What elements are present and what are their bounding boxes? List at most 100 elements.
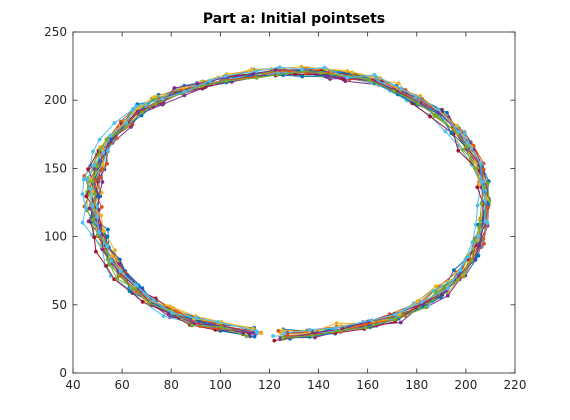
data-point: [319, 70, 324, 75]
data-point: [419, 300, 424, 304]
data-point: [462, 131, 467, 136]
data-point: [325, 75, 330, 79]
data-point: [446, 286, 450, 291]
data-point: [393, 312, 398, 317]
data-point: [281, 335, 285, 340]
data-point: [477, 225, 481, 230]
data-point: [254, 76, 259, 80]
data-point: [97, 137, 102, 142]
x-tick-label: 140: [307, 378, 330, 392]
data-point: [93, 191, 97, 196]
data-point: [469, 258, 474, 263]
data-point: [473, 166, 477, 171]
data-point: [112, 121, 117, 125]
data-point: [136, 109, 141, 114]
data-point: [101, 150, 105, 155]
data-point: [107, 261, 111, 266]
data-point: [99, 213, 104, 218]
data-point: [101, 228, 106, 233]
x-tick-label: 200: [454, 378, 477, 392]
data-point: [90, 189, 95, 194]
data-point: [100, 180, 105, 184]
data-point: [369, 318, 374, 323]
data-point: [88, 187, 93, 191]
data-point: [476, 234, 481, 239]
data-point: [479, 201, 484, 206]
data-point: [110, 254, 115, 258]
data-point: [398, 320, 403, 325]
data-point: [415, 299, 420, 304]
data-point: [92, 235, 97, 240]
data-point: [223, 74, 228, 78]
data-point: [275, 72, 280, 77]
data-point: [113, 248, 117, 253]
data-point: [100, 167, 104, 171]
x-tick-label: 40: [65, 378, 80, 392]
data-point: [252, 334, 257, 339]
data-point: [124, 121, 129, 126]
data-point: [219, 325, 224, 329]
data-point: [161, 101, 166, 106]
data-point: [300, 67, 304, 72]
data-point: [195, 81, 200, 86]
data-point: [310, 333, 315, 338]
data-point: [94, 249, 98, 254]
chart-title: Part a: Initial pointsets: [203, 11, 385, 27]
data-point: [216, 320, 220, 324]
data-point: [486, 205, 490, 210]
data-point: [83, 205, 88, 210]
data-point: [307, 327, 312, 332]
data-point: [414, 94, 418, 99]
data-point: [114, 136, 119, 141]
data-point: [153, 102, 158, 106]
data-point: [334, 321, 339, 326]
y-tick-label: 150: [44, 161, 67, 175]
data-point: [160, 96, 165, 101]
data-point: [337, 329, 342, 333]
data-point: [449, 130, 454, 135]
data-point: [435, 107, 440, 111]
data-point: [475, 203, 480, 208]
data-point: [93, 178, 98, 182]
data-point: [278, 331, 283, 336]
y-tick-label: 0: [59, 366, 67, 380]
data-point: [87, 206, 92, 211]
data-point: [147, 301, 151, 305]
data-point: [276, 329, 281, 333]
data-point: [479, 179, 484, 184]
data-point: [454, 129, 458, 134]
axes: 40 60 80 100 120 140 160 180 200 220 0 50 100 150 200 2…: [44, 25, 526, 392]
data-point: [99, 190, 104, 195]
y-tick-label: 50: [52, 298, 67, 312]
data-point: [139, 110, 144, 115]
data-point: [171, 306, 176, 310]
data-point: [396, 81, 401, 86]
data-point: [98, 223, 103, 228]
data-point: [134, 104, 138, 109]
data-point: [461, 147, 465, 152]
data-point: [127, 289, 132, 293]
data-point: [97, 230, 101, 235]
data-point: [123, 125, 128, 130]
data-point: [478, 161, 483, 166]
data-point: [443, 129, 448, 134]
y-tick-label: 250: [44, 25, 67, 39]
data-point: [416, 101, 420, 106]
y-tick-label: 200: [44, 93, 67, 107]
data-point: [481, 167, 486, 172]
y-tick-label: 100: [44, 230, 67, 244]
data-point: [273, 67, 278, 72]
series-20: [85, 65, 488, 336]
data-point: [91, 218, 95, 222]
data-point: [133, 286, 138, 291]
data-point: [254, 329, 259, 334]
data-point: [133, 283, 138, 287]
data-point: [104, 137, 109, 142]
data-point: [392, 317, 397, 322]
data-point: [161, 314, 166, 318]
data-point: [345, 75, 350, 80]
data-point: [170, 310, 174, 315]
data-point: [372, 73, 377, 77]
data-point: [333, 326, 338, 330]
data-point: [139, 113, 144, 118]
